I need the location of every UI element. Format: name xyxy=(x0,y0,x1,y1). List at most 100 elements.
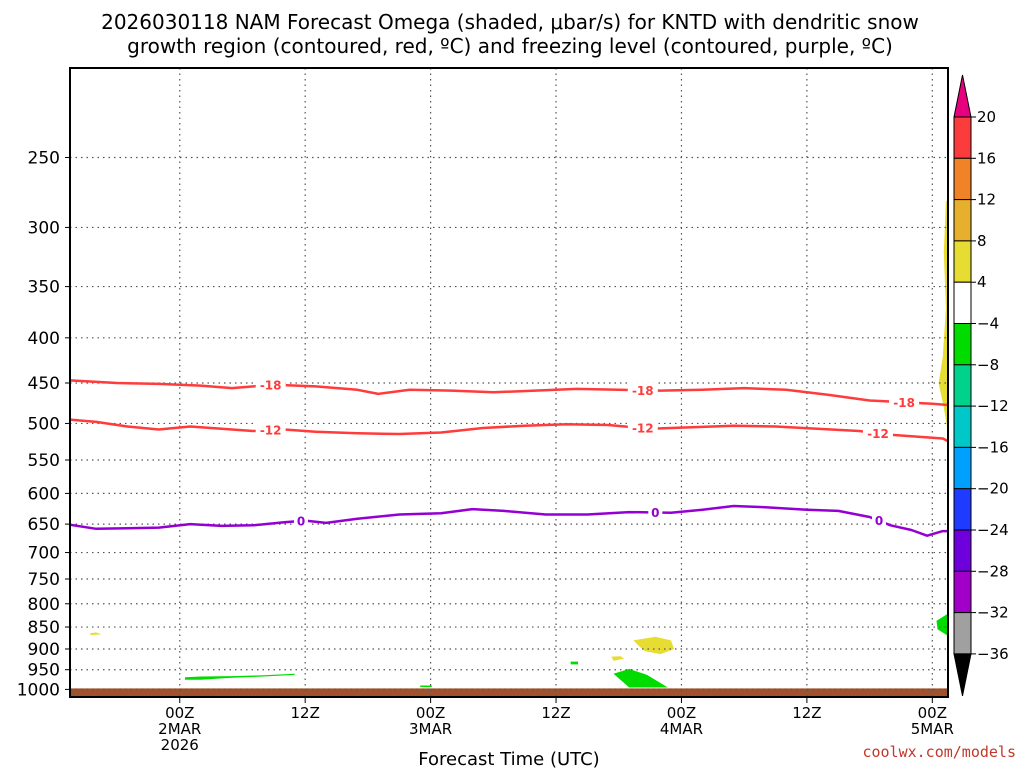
x-tick-label: 00Z xyxy=(165,704,194,722)
y-tick-label: 550 xyxy=(28,451,60,471)
x-tick-label: 00Z xyxy=(918,704,947,722)
contour-label-bg xyxy=(293,512,308,529)
x-tick-label: 4MAR xyxy=(660,720,703,738)
pressure-gridlines xyxy=(70,68,948,697)
colorbar-label: −12 xyxy=(977,397,1009,415)
colorbar-swatch xyxy=(953,529,972,572)
colorbar-swatch xyxy=(953,240,972,283)
colorbar-swatch xyxy=(953,612,972,655)
ground-fill xyxy=(70,688,948,697)
x-axis-label: Forecast Time (UTC) xyxy=(418,749,599,768)
colorbar-swatch xyxy=(953,364,972,407)
colorbar-swatch xyxy=(953,157,972,201)
y-tick-label: 950 xyxy=(28,661,60,681)
contour-label: -18 xyxy=(893,396,915,410)
omega-shading xyxy=(89,201,948,688)
y-tick-label: 900 xyxy=(28,640,60,660)
contour-label-bg xyxy=(648,504,663,521)
contour-label: 0 xyxy=(651,506,659,520)
contour-label: -12 xyxy=(867,427,889,441)
contour-label: 0 xyxy=(297,514,305,528)
omega-region xyxy=(611,656,624,661)
plot-frame xyxy=(69,67,949,698)
contour-line xyxy=(70,504,948,537)
y-tick-label: 350 xyxy=(28,278,60,298)
colorbar-label: 20 xyxy=(977,108,996,126)
x-tick-label: 12Z xyxy=(290,704,319,722)
omega-region xyxy=(936,613,948,636)
colorbar-swatch xyxy=(953,281,972,325)
colorbar-swatch xyxy=(953,116,972,159)
contour-label-bg xyxy=(255,422,286,439)
omega-region xyxy=(633,636,675,655)
x-tick-label: 2026 xyxy=(161,736,199,754)
colorbar-swatch xyxy=(953,570,972,614)
contour-label: -12 xyxy=(260,424,282,438)
chart-title: 2026030118 NAM Forecast Omega (shaded, μ… xyxy=(101,10,919,34)
x-tick-label: 3MAR xyxy=(409,720,452,738)
contour-label-bg xyxy=(862,425,893,442)
colorbar-label: 16 xyxy=(977,149,996,167)
x-tick-label: 5MAR xyxy=(911,720,954,738)
contour-label-bg xyxy=(255,376,286,393)
contour-line xyxy=(70,418,948,443)
colorbar-label: 4 xyxy=(977,273,987,291)
ground-band xyxy=(70,688,948,697)
temperature-contours: -18 -18 -18 -12 -12 -12 0 0 0 xyxy=(70,376,948,537)
colorbar-swatch xyxy=(953,405,972,448)
y-tick-label: 700 xyxy=(28,544,60,564)
y-tick-label: 300 xyxy=(28,218,60,238)
x-tick-label: 12Z xyxy=(541,704,570,722)
omega-region xyxy=(570,661,578,665)
colorbar-label: 12 xyxy=(977,191,996,209)
colorbar-label: −4 xyxy=(977,315,999,333)
omega-region xyxy=(420,685,432,688)
colorbar-label: −28 xyxy=(977,562,1009,580)
y-tick-label: 250 xyxy=(28,148,60,168)
y-tick-label: 850 xyxy=(28,618,60,638)
y-axis-ticks: 2503003504004505005506006507007508008509… xyxy=(17,148,70,700)
omega-region xyxy=(938,201,948,433)
contour-label: -18 xyxy=(260,378,282,392)
colorbar-swatch xyxy=(953,446,972,490)
x-tick-label: 12Z xyxy=(792,704,821,722)
x-tick-label: 00Z xyxy=(667,704,696,722)
colorbar-label: −24 xyxy=(977,521,1009,539)
colorbar-label: −32 xyxy=(977,604,1009,622)
omega-region xyxy=(613,668,668,688)
y-tick-label: 600 xyxy=(28,484,60,504)
contour-label: 0 xyxy=(875,514,883,528)
chart-subtitle: growth region (contoured, red, ºC) and f… xyxy=(127,34,893,58)
x-tick-label: 2MAR xyxy=(158,720,201,738)
contour-label-bg xyxy=(627,420,658,437)
colorbar-label: −8 xyxy=(977,356,999,374)
contour-label-bg xyxy=(889,394,920,411)
y-tick-label: 400 xyxy=(28,329,60,349)
contour-label: -18 xyxy=(632,384,654,398)
y-tick-label: 450 xyxy=(28,374,60,394)
colorbar-arrow-top xyxy=(953,74,972,118)
colorbar-label: 8 xyxy=(977,232,987,250)
colorbar: 20 16 12 8 4 −4 −8 −12 −16 −20 −24 −28 −32 −36 xyxy=(953,74,1009,696)
x-tick-label: 00Z xyxy=(416,704,445,722)
omega-region xyxy=(89,632,102,636)
colorbar-label: −36 xyxy=(977,645,1009,663)
contour-label: -12 xyxy=(632,422,654,436)
contour-line xyxy=(70,379,948,407)
y-tick-label: 1000 xyxy=(17,680,60,700)
y-tick-label: 750 xyxy=(28,570,60,590)
contour-label-bg xyxy=(627,382,658,399)
colorbar-swatch xyxy=(953,323,972,366)
contour-label-bg xyxy=(872,512,887,529)
credit-text: coolwx.com/models xyxy=(862,743,1016,761)
colorbar-swatch xyxy=(953,199,972,242)
colorbar-swatch xyxy=(953,488,972,531)
colorbar-label: −20 xyxy=(977,480,1009,498)
y-tick-label: 500 xyxy=(28,414,60,434)
colorbar-label: −16 xyxy=(977,438,1009,456)
y-tick-label: 650 xyxy=(28,515,60,535)
colorbar-arrow-bottom xyxy=(953,653,972,696)
y-tick-label: 800 xyxy=(28,595,60,615)
